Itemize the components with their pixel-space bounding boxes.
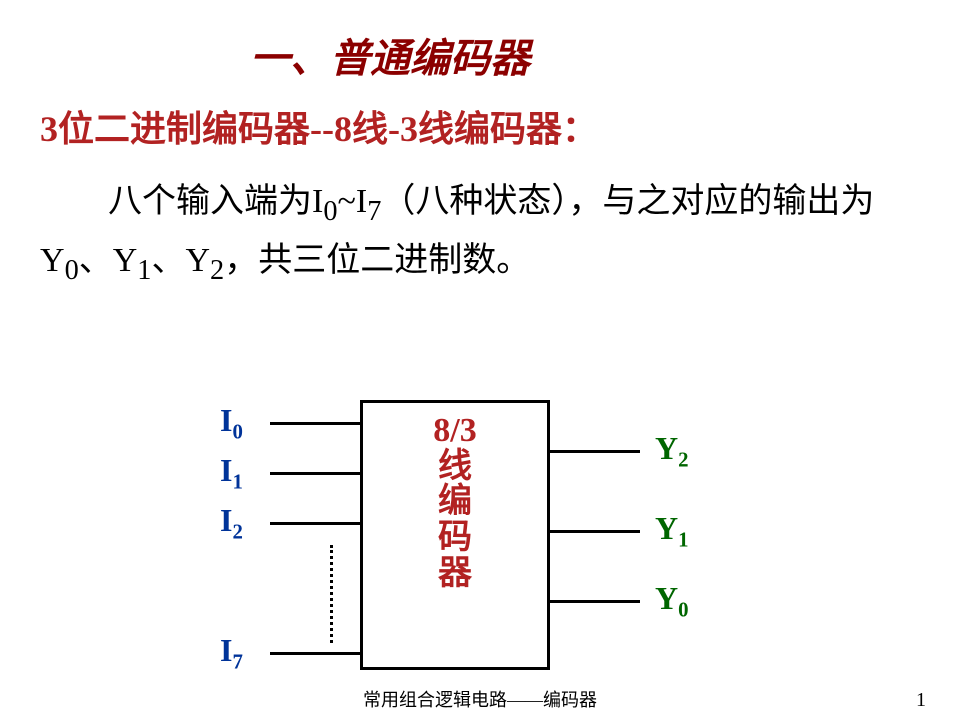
input-wire xyxy=(270,422,360,425)
output-label: Y1 xyxy=(655,510,689,552)
encoder-box: 8/3线编码器 xyxy=(360,400,550,670)
desc-sep: 、 xyxy=(79,242,113,279)
input-wire xyxy=(270,472,360,475)
desc-sep: 、 xyxy=(151,242,185,279)
output-label: Y0 xyxy=(655,580,689,622)
description-paragraph: 八个输入端为I0~I7（八种状态），与之对应的输出为 Y0、Y1、Y2，共三位二… xyxy=(40,175,920,293)
desc-y0: Y0 xyxy=(40,242,79,279)
page-number: 1 xyxy=(916,689,926,712)
output-wire xyxy=(550,450,640,453)
box-label-line: 编 xyxy=(363,484,547,520)
input-label: I1 xyxy=(220,452,243,494)
desc-i0: I0 xyxy=(312,183,338,220)
page-title: 一、普通编码器 xyxy=(250,26,530,84)
desc-text: 八个输入端为 xyxy=(108,183,312,220)
desc-i7: I7 xyxy=(356,183,382,220)
box-label-line: 线 xyxy=(363,449,547,485)
desc-text: ，共三位二进制数。 xyxy=(224,242,530,279)
input-wire xyxy=(270,652,360,655)
subtitle: 3位二进制编码器--8线-3线编码器： xyxy=(40,100,598,152)
box-label-line: 码 xyxy=(363,520,547,556)
box-label-line: 器 xyxy=(363,556,547,592)
output-wire xyxy=(550,600,640,603)
dotted-line xyxy=(330,545,333,643)
desc-y2: Y2 xyxy=(185,242,224,279)
input-label: I2 xyxy=(220,502,243,544)
box-label-line: 8/3 xyxy=(363,413,547,449)
output-wire xyxy=(550,530,640,533)
footer-text: 常用组合逻辑电路——编码器 xyxy=(0,686,960,712)
encoder-diagram: 8/3线编码器 I0 I1 I2 I7 Y2 Y1 Y0 xyxy=(210,400,750,680)
desc-text: （八种状态），与之对应的输出为 xyxy=(381,183,874,220)
input-wire xyxy=(270,522,360,525)
desc-tilde: ~ xyxy=(338,183,356,220)
input-label: I0 xyxy=(220,402,243,444)
output-label: Y2 xyxy=(655,430,689,472)
input-label: I7 xyxy=(220,632,243,674)
desc-y1: Y1 xyxy=(113,242,152,279)
